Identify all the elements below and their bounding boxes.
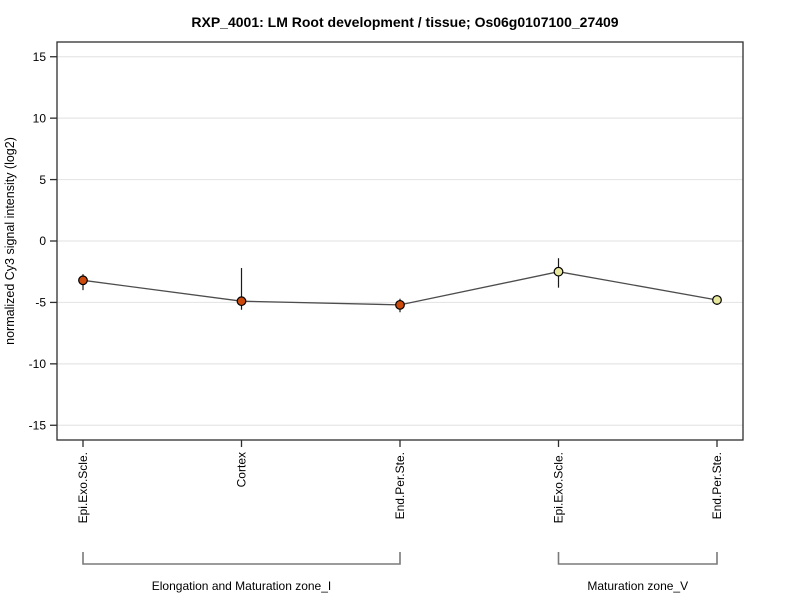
chart-layer: -15 -10 -5 0 5 10 15 Epi.Exo.Scle. Cortex End.Per… bbox=[29, 41, 744, 593]
x-category-label: Cortex bbox=[235, 452, 249, 487]
x-category-label: End.Per.Ste. bbox=[393, 452, 407, 519]
y-tick-label: 15 bbox=[33, 50, 47, 64]
x-category-label: End.Per.Ste. bbox=[710, 452, 724, 519]
y-tick-label: 10 bbox=[33, 111, 47, 125]
x-category-label: Epi.Exo.Scle. bbox=[76, 452, 90, 523]
data-point bbox=[553, 266, 564, 277]
group-bracket bbox=[557, 552, 718, 565]
y-tick-label: -5 bbox=[35, 296, 46, 310]
data-point bbox=[236, 296, 247, 307]
y-tick-label: -10 bbox=[29, 357, 47, 371]
y-tick-label: -15 bbox=[29, 418, 47, 432]
y-axis-label: normalized Cy3 signal intensity (log2) bbox=[3, 137, 17, 345]
x-category-label: Epi.Exo.Scle. bbox=[552, 452, 566, 523]
y-tick-label: 5 bbox=[39, 173, 46, 187]
data-point bbox=[78, 275, 88, 286]
group-label: Elongation and Maturation zone_I bbox=[152, 579, 331, 593]
group-bracket bbox=[82, 552, 401, 565]
chart-title: RXP_4001: LM Root development / tissue; … bbox=[191, 14, 618, 30]
group-label: Maturation zone_V bbox=[587, 579, 688, 593]
data-point bbox=[395, 299, 405, 310]
y-tick-label: 0 bbox=[39, 234, 46, 248]
data-point bbox=[712, 295, 722, 305]
